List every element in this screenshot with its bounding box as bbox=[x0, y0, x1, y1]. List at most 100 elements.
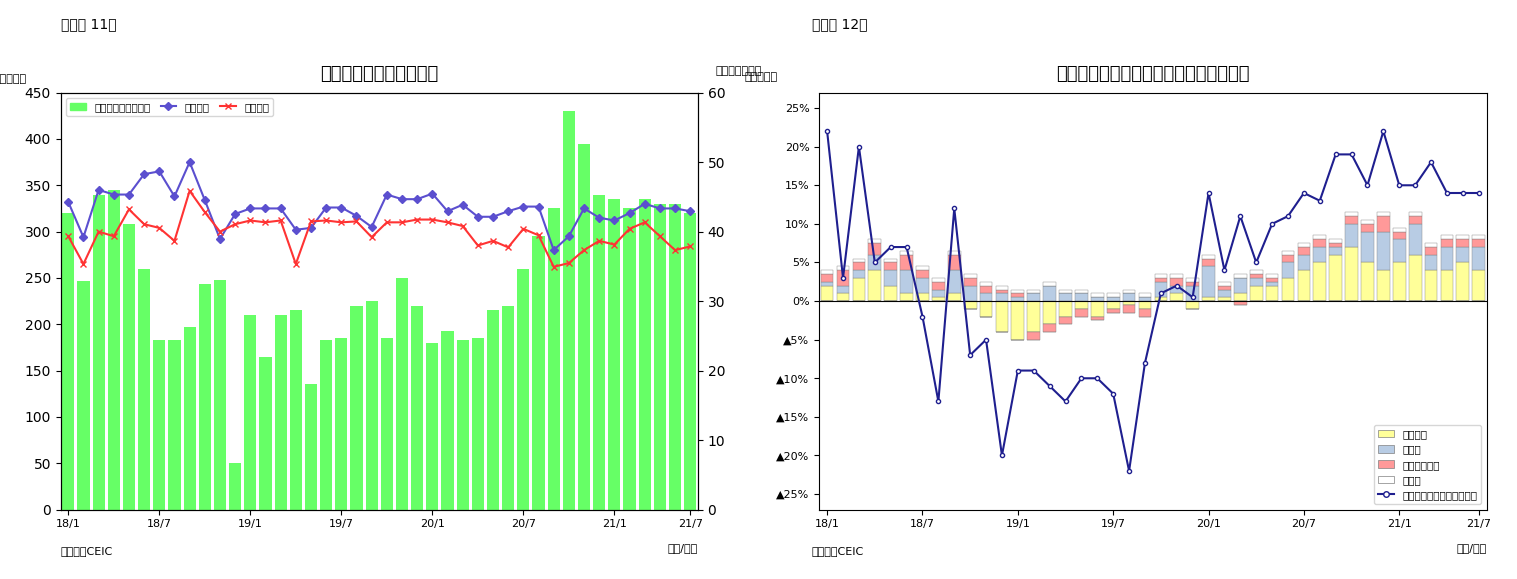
Bar bbox=[1424, 255, 1438, 270]
Bar bbox=[1027, 332, 1041, 340]
Bar bbox=[563, 111, 575, 510]
総輸出額 bbox=[363, 223, 381, 230]
Bar bbox=[837, 270, 850, 285]
Bar bbox=[93, 195, 105, 510]
総輸入額 bbox=[469, 242, 487, 249]
Bar bbox=[1091, 294, 1104, 297]
総輸入額 bbox=[575, 247, 593, 254]
Bar bbox=[548, 208, 560, 510]
総輸入額 bbox=[256, 219, 275, 226]
総輸入額 bbox=[165, 237, 184, 244]
総輸出額 bbox=[165, 193, 184, 200]
Bar bbox=[1473, 239, 1485, 247]
Bar bbox=[980, 301, 992, 317]
Bar bbox=[1361, 224, 1374, 232]
X-axis label: （年/月）: （年/月） bbox=[1456, 543, 1487, 553]
Bar bbox=[995, 294, 1009, 301]
Bar bbox=[900, 270, 913, 294]
Bar bbox=[1233, 274, 1247, 278]
Bar bbox=[995, 285, 1009, 290]
Bar bbox=[1233, 301, 1247, 305]
Line: 総輸入額: 総輸入額 bbox=[65, 188, 693, 270]
Bar bbox=[868, 243, 881, 255]
Bar bbox=[931, 278, 945, 282]
Bar bbox=[1186, 278, 1198, 282]
総輸出額 bbox=[150, 168, 168, 175]
Bar bbox=[684, 213, 696, 510]
Text: （図表 11）: （図表 11） bbox=[61, 17, 117, 31]
Bar bbox=[931, 297, 945, 301]
Bar bbox=[669, 204, 681, 510]
Bar bbox=[868, 239, 881, 243]
総輸入額 bbox=[590, 237, 608, 244]
Bar bbox=[1123, 294, 1135, 301]
総輸入額 bbox=[302, 218, 320, 225]
総輸入額 bbox=[332, 219, 350, 226]
総輸出額 bbox=[651, 205, 669, 212]
Bar bbox=[1059, 290, 1073, 294]
Bar bbox=[1076, 301, 1088, 309]
Bar bbox=[1473, 236, 1485, 239]
総輸出額 bbox=[74, 234, 93, 241]
Bar bbox=[1027, 294, 1041, 301]
Bar bbox=[948, 294, 960, 301]
Bar bbox=[184, 327, 196, 510]
総輸入額 bbox=[74, 261, 93, 267]
Bar bbox=[1424, 243, 1438, 247]
総輸入額 bbox=[241, 217, 259, 224]
Bar bbox=[1044, 285, 1056, 301]
Bar bbox=[1377, 216, 1390, 232]
Bar bbox=[1346, 216, 1358, 224]
Bar bbox=[1186, 282, 1198, 285]
Bar bbox=[1346, 247, 1358, 301]
Bar bbox=[1329, 247, 1343, 255]
Bar bbox=[1329, 239, 1343, 243]
Bar bbox=[1282, 251, 1294, 255]
Bar bbox=[1107, 297, 1120, 301]
Bar bbox=[1314, 262, 1326, 301]
Bar bbox=[900, 294, 913, 301]
Bar bbox=[1059, 317, 1073, 324]
Bar bbox=[1012, 290, 1024, 294]
総輸入額 bbox=[378, 219, 396, 226]
Y-axis label: （前年同期比）: （前年同期比） bbox=[716, 66, 762, 76]
Bar bbox=[1012, 297, 1024, 301]
Bar bbox=[1201, 297, 1215, 301]
Bar bbox=[1393, 262, 1406, 301]
Text: （図表 12）: （図表 12） bbox=[812, 17, 868, 31]
Bar bbox=[1044, 324, 1056, 332]
Bar bbox=[1218, 285, 1230, 290]
Bar bbox=[1473, 247, 1485, 270]
Y-axis label: （億ドル）: （億ドル） bbox=[0, 74, 26, 85]
Bar bbox=[1282, 262, 1294, 278]
総輸出額 bbox=[514, 203, 532, 210]
Bar bbox=[1456, 239, 1468, 247]
Bar bbox=[335, 338, 347, 510]
Bar bbox=[1107, 301, 1120, 309]
Text: （資料）CEIC: （資料）CEIC bbox=[812, 546, 863, 556]
Bar bbox=[884, 262, 897, 270]
Bar bbox=[884, 270, 897, 285]
Bar bbox=[1154, 282, 1167, 297]
Bar bbox=[1171, 278, 1183, 285]
Bar bbox=[837, 266, 850, 270]
総輸入額 bbox=[454, 222, 472, 229]
Bar bbox=[1265, 282, 1279, 285]
Bar bbox=[1456, 236, 1468, 239]
Bar bbox=[1154, 278, 1167, 282]
総輸入額 bbox=[120, 206, 138, 213]
Bar bbox=[593, 195, 605, 510]
Bar bbox=[1091, 317, 1104, 320]
Bar bbox=[1139, 297, 1151, 301]
Bar bbox=[1171, 294, 1183, 301]
Bar bbox=[1044, 301, 1056, 324]
Bar bbox=[1218, 282, 1230, 285]
Bar bbox=[948, 255, 960, 270]
Bar bbox=[1218, 290, 1230, 297]
Bar bbox=[837, 285, 850, 294]
Bar bbox=[1123, 305, 1135, 313]
Bar bbox=[1314, 236, 1326, 239]
Bar bbox=[1297, 243, 1311, 247]
Bar bbox=[275, 315, 287, 510]
Bar bbox=[900, 255, 913, 270]
